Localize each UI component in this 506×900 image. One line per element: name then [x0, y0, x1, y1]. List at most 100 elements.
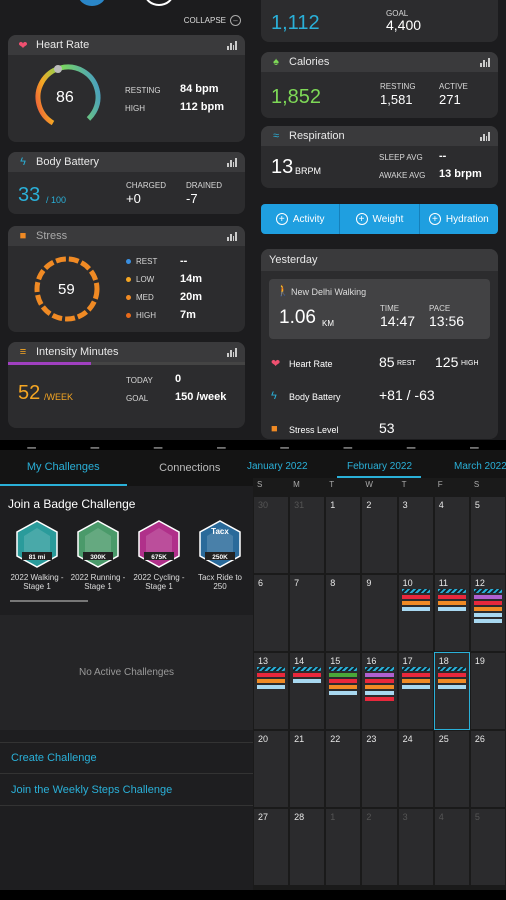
calendar-day-cell[interactable]: 2 — [361, 808, 398, 886]
calendar-day-cell[interactable]: 28 — [289, 808, 326, 886]
nav-icon[interactable]: ▁ — [217, 437, 226, 449]
goal-label: GOAL — [126, 394, 149, 403]
calendar-day-cell[interactable]: 23 — [361, 730, 398, 808]
calendar-day-cell[interactable]: 10 — [397, 574, 434, 652]
nav-icon[interactable]: ▁ — [153, 891, 163, 900]
calendar-day-cell[interactable]: 3 — [397, 496, 434, 574]
avatar-button[interactable] — [78, 0, 106, 6]
calories-card[interactable]: ♠ Calories 1,852 RESTING 1,581 ACTIVE 27… — [261, 52, 498, 118]
nav-icon[interactable]: ▁ — [343, 891, 353, 900]
nav-icon[interactable]: ▁ — [406, 891, 416, 900]
badge-text: 81 mi — [29, 554, 46, 561]
calendar-day-cell[interactable]: 1 — [325, 808, 362, 886]
respiration-card[interactable]: ≈ Respiration 13 BRPM SLEEP AVG -- AWAKE… — [261, 126, 498, 188]
calendar-day-cell[interactable]: 6 — [253, 574, 290, 652]
calendar-day-cell[interactable]: 20 — [253, 730, 290, 808]
calendar-day-cell[interactable]: 3 — [397, 808, 434, 886]
nav-icon[interactable]: ▁ — [153, 437, 163, 449]
day-number: 26 — [474, 734, 485, 744]
calendar-day-cell[interactable]: 17 — [397, 652, 434, 730]
profile-circle[interactable] — [144, 0, 174, 6]
calendar-day-cell[interactable]: 5 — [469, 808, 506, 886]
badge-challenge-item[interactable]: 300K 2022 Running - Stage 1 — [69, 520, 127, 600]
calendar-day-cell[interactable]: 5 — [469, 496, 506, 574]
month-current[interactable]: February 2022 — [347, 461, 413, 472]
stress-card[interactable]: ■ Stress 59 REST -- LOW 14m MED 20m HIGH 7m — [8, 226, 245, 332]
weekly-steps-link[interactable]: Join the Weekly Steps Challenge — [0, 774, 253, 806]
calendar-day-cell[interactable]: 21 — [289, 730, 326, 808]
badge-challenge-item[interactable]: 81 mi 2022 Walking - Stage 1 — [8, 520, 66, 600]
heart-rate-card[interactable]: ❤ Heart Rate 86 RESTING 84 bpm HIGH 112 … — [8, 35, 245, 142]
calendar-day-cell[interactable]: 4 — [433, 496, 470, 574]
calendar-day-cell[interactable]: 31 — [289, 496, 326, 574]
chart-icon[interactable] — [227, 347, 237, 357]
calendar-day-cell[interactable]: 30 — [253, 496, 290, 574]
activity-stripe — [437, 595, 466, 599]
body-battery-card[interactable]: ϟ Body Battery 33 / 100 CHARGED +0 DRAIN… — [8, 152, 245, 214]
yesterday-body-battery-row[interactable]: ϟ Body Battery +81 / -63 — [261, 382, 498, 410]
steps-value: 1,112 — [271, 12, 320, 34]
plus-icon: + — [355, 213, 368, 225]
yesterday-heart-rate-row[interactable]: ❤ Heart Rate 85 REST 125 HIGH — [261, 349, 498, 377]
calendar-day-cell[interactable]: 22 — [325, 730, 362, 808]
badge-challenge-item[interactable]: Tacx 250K Tacx Ride to 250 — [191, 520, 249, 600]
calendar-day-cell[interactable]: 25 — [433, 730, 470, 808]
calendar-day-cell[interactable]: 7 — [289, 574, 326, 652]
yesterday-activity[interactable]: 🚶 New Delhi Walking 1.06 KM TIME 14:47 P… — [269, 279, 490, 339]
calendar-day-cell[interactable]: 26 — [469, 730, 506, 808]
chart-icon[interactable] — [480, 131, 490, 141]
tab-connections[interactable]: Connections — [127, 450, 254, 486]
add-activity-button[interactable]: + Activity — [261, 204, 341, 234]
calendar-day-cell[interactable]: 15 — [325, 652, 362, 730]
collapse-button[interactable]: COLLAPSE – — [184, 15, 241, 26]
month-next[interactable]: March 2022 — [454, 461, 506, 472]
calendar-day-cell[interactable]: 16 — [361, 652, 398, 730]
chart-icon[interactable] — [227, 157, 237, 167]
calendar-day-cell[interactable]: 1 — [325, 496, 362, 574]
day-number: 8 — [330, 578, 336, 588]
nav-icon[interactable]: ▁ — [27, 437, 36, 449]
create-challenge-link[interactable]: Create Challenge — [0, 742, 253, 774]
nav-icon[interactable]: ▁ — [470, 437, 479, 449]
calendar-day-cell[interactable]: 27 — [253, 808, 290, 886]
time-label: TIME — [380, 304, 400, 313]
calendar-day-cell[interactable]: 11 — [433, 574, 470, 652]
chart-icon[interactable] — [227, 231, 237, 241]
nav-icon[interactable]: ▁ — [217, 891, 226, 900]
calendar-day-cell[interactable]: 8 — [325, 574, 362, 652]
intensity-minutes-card[interactable]: ≡ Intensity Minutes 52 /WEEK TODAY 0 GOA… — [8, 342, 245, 428]
activity-stripe — [401, 589, 430, 593]
nav-icon[interactable]: ▁ — [90, 437, 100, 449]
calendar-day-cell[interactable]: 24 — [397, 730, 434, 808]
nav-icon[interactable]: ▁ — [280, 891, 289, 900]
calendar-day-cell[interactable]: 13 — [253, 652, 290, 730]
chart-icon[interactable] — [480, 57, 490, 67]
nav-icon[interactable]: ▁ — [90, 891, 100, 900]
nav-icon[interactable]: ▁ — [27, 891, 36, 900]
calendar-day-cell[interactable]: 12 — [469, 574, 506, 652]
badge-carousel[interactable]: 81 mi 2022 Walking - Stage 1 300K 2022 Runn… — [0, 520, 253, 600]
badge-challenge-item[interactable]: 675K 2022 Cycling - Stage 1 — [130, 520, 188, 600]
calendar-day-cell[interactable]: 18 — [433, 652, 470, 730]
nav-icon[interactable]: ▁ — [280, 437, 289, 449]
yesterday-stress-row[interactable]: ■ Stress Level 53 — [261, 415, 498, 439]
nav-icon[interactable]: ▁ — [343, 437, 353, 449]
activity-stripe — [401, 685, 430, 689]
calendar-day-cell[interactable]: 4 — [433, 808, 470, 886]
steps-goal-value: 4,400 — [386, 17, 422, 33]
calendar-day-cell[interactable]: 2 — [361, 496, 398, 574]
tab-my-challenges[interactable]: My Challenges — [0, 450, 127, 486]
nav-icon[interactable]: ▁ — [406, 437, 416, 449]
steps-card[interactable]: 1,112 GOAL 4,400 — [261, 0, 498, 42]
add-weight-button[interactable]: + Weight — [340, 204, 420, 234]
activity-stripe — [473, 613, 502, 617]
chart-icon[interactable] — [227, 40, 237, 50]
calendar-day-cell[interactable]: 9 — [361, 574, 398, 652]
calendar-day-cell[interactable]: 19 — [469, 652, 506, 730]
add-hydration-button[interactable]: + Hydration — [420, 204, 498, 234]
month-prev[interactable]: January 2022 — [247, 461, 308, 472]
calories-active-value: 271 — [439, 92, 461, 107]
calendar-day-cell[interactable]: 14 — [289, 652, 326, 730]
badge-section-title: Join a Badge Challenge — [8, 497, 136, 511]
nav-icon[interactable]: ▁ — [470, 891, 479, 900]
